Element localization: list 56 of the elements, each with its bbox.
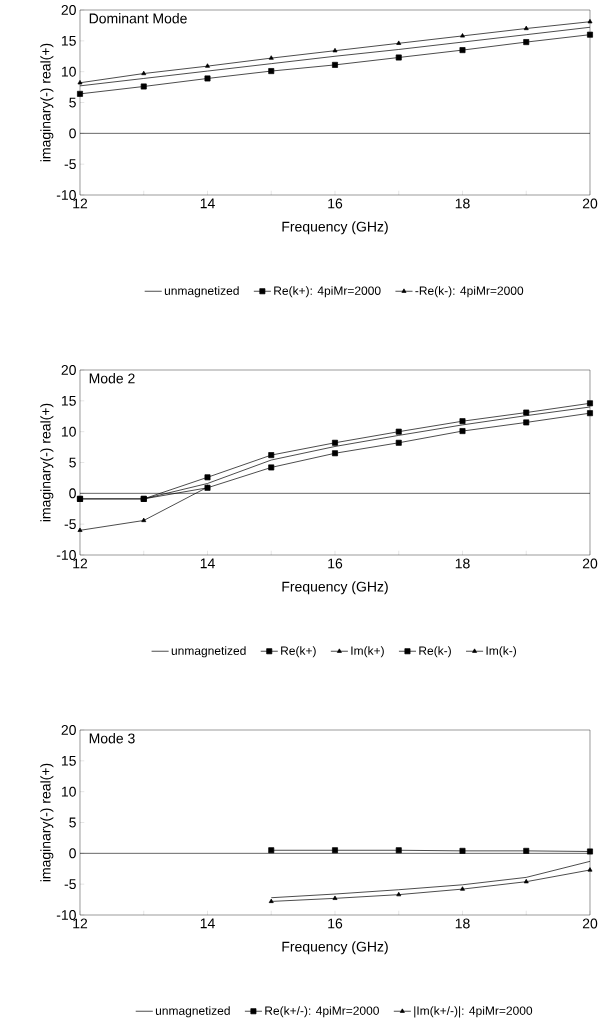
y-tick-label: -5 [64,159,76,170]
y-tick-label: 20 [61,5,76,15]
y-tick-label: 15 [61,755,76,766]
y-tick-label: -5 [64,519,76,530]
y-axis-title: imaginary(-) real(+) [40,763,54,882]
x-tick-label: 20 [582,558,598,569]
legend-label: Re(k-) [419,646,451,658]
y-tick-label: 0 [69,848,76,859]
x-axis-title: Frequency (GHz) [282,221,388,235]
y-axis-title: imaginary(-) real(+) [40,403,54,522]
x-tick-label: 18 [455,558,470,569]
legend-label: unmagnetized [171,646,246,658]
legend-label: |Im(k+/-)|: 4piMr=2000 [414,1006,533,1018]
y-tick-label: 10 [61,426,76,437]
y-tick-label: 0 [69,488,76,499]
y-tick-label: 15 [61,395,76,406]
legend-label: Im(k-) [486,646,517,658]
x-axis-title: Frequency (GHz) [282,581,388,595]
chart-title: Mode 3 [89,733,135,744]
x-tick-label: 16 [328,558,343,569]
x-tick-label: 16 [328,918,343,929]
y-tick-label: -10 [56,910,76,920]
y-tick-label: 5 [69,817,76,828]
legend-label: Re(k+) [281,646,316,658]
y-axis-title: imaginary(-) real(+) [40,43,54,162]
legend-label: unmagnetized [155,1006,230,1018]
chart-title: Dominant Mode [89,13,187,24]
x-axis-title: Frequency (GHz) [282,941,388,955]
legend-label: Re(k+): 4piMr=2000 [274,286,381,298]
legend-label: Re(k+/-): 4piMr=2000 [265,1006,379,1018]
x-tick-label: 18 [455,918,470,929]
y-tick-label: -10 [56,190,76,200]
y-tick-label: -10 [56,550,76,560]
y-tick-label: 5 [69,97,76,108]
y-tick-label: 10 [61,786,76,797]
x-tick-label: 12 [73,198,88,209]
x-tick-label: 14 [200,558,215,569]
legend-label: Im(k+) [351,646,384,658]
x-tick-label: 14 [200,918,215,929]
y-tick-label: 15 [61,35,76,46]
y-tick-label: 5 [69,457,76,468]
x-tick-label: 16 [328,198,343,209]
y-tick-label: 10 [61,66,76,77]
chart-title: Mode 2 [89,373,135,384]
legend-label: -Re(k-): 4piMr=2000 [415,286,524,298]
x-tick-label: 20 [582,198,598,209]
y-tick-label: 20 [61,365,76,375]
x-tick-label: 12 [73,918,88,929]
legend-label: unmagnetized [164,286,239,298]
x-tick-label: 18 [455,198,470,209]
y-tick-label: -5 [64,879,76,890]
y-tick-label: 20 [61,725,76,735]
x-tick-label: 12 [73,558,88,569]
y-tick-label: 0 [69,128,76,139]
x-tick-label: 14 [200,198,215,209]
x-tick-label: 20 [582,918,598,929]
